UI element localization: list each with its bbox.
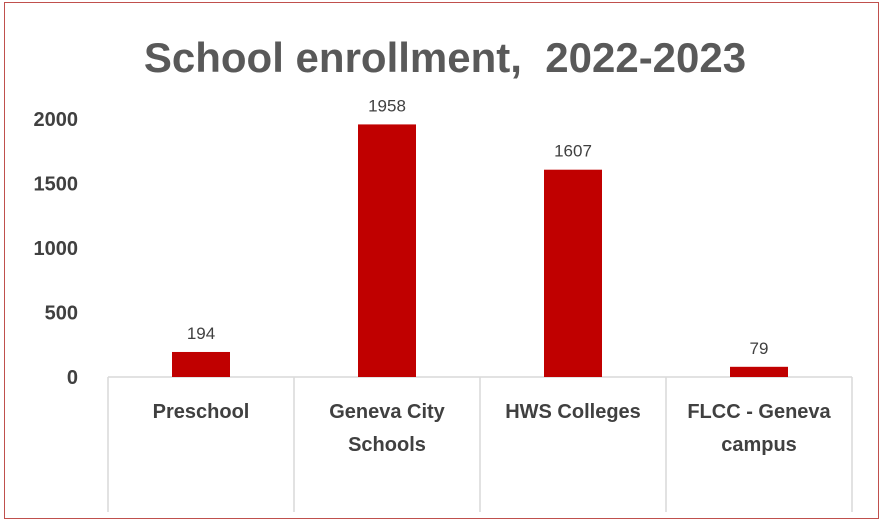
category-label: Preschool [153, 401, 250, 423]
y-tick-label: 2000 [34, 109, 79, 131]
data-label: 79 [750, 339, 769, 358]
y-tick-label: 0 [67, 367, 78, 389]
data-label: 1607 [554, 142, 592, 161]
bars [172, 124, 788, 377]
chart-title: School enrollment, 2022-2023 [144, 34, 746, 81]
data-labels: 194 1958 1607 79 [187, 96, 769, 357]
x-axis: Preschool Geneva City Schools HWS Colleges F… [153, 401, 832, 456]
bar [172, 351, 230, 377]
category-dividers [107, 376, 853, 512]
y-tick-label: 1000 [34, 238, 79, 260]
category-label: FLCC - Geneva campus [687, 401, 831, 456]
y-tick-label: 500 [45, 303, 78, 325]
y-axis: 0 500 1000 1500 2000 [34, 109, 79, 389]
data-label: 194 [187, 324, 215, 343]
data-label: 1958 [368, 96, 406, 115]
category-label: HWS Colleges [505, 401, 641, 423]
chart-frame [4, 2, 879, 519]
bar [358, 124, 416, 377]
category-label: Geneva City Schools [329, 401, 445, 456]
bar [544, 169, 602, 377]
bar [730, 366, 788, 377]
y-tick-label: 1500 [34, 174, 79, 196]
